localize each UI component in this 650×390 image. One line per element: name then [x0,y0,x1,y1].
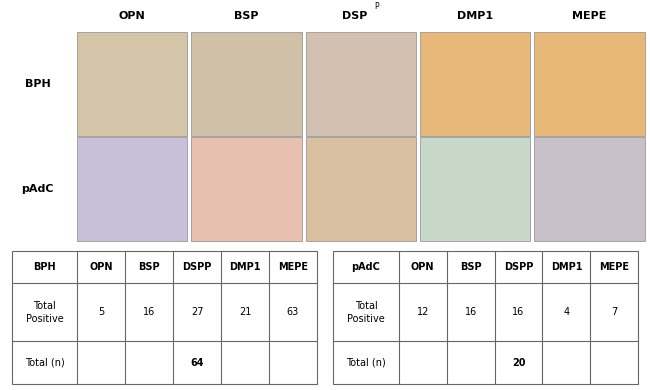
Bar [333,251,638,384]
Text: 16: 16 [512,307,525,317]
Text: DSPP: DSPP [183,262,212,272]
Text: BSP: BSP [460,262,482,272]
Text: BPH: BPH [33,262,56,272]
Bar [420,137,530,241]
Text: pAdC: pAdC [352,262,380,272]
Text: pAdC: pAdC [21,184,53,194]
Text: MEPE: MEPE [278,262,308,272]
Text: Total (n): Total (n) [346,358,386,368]
Text: 7: 7 [611,307,618,317]
Text: OPN: OPN [411,262,434,272]
Text: 20: 20 [512,358,525,368]
Bar [306,32,416,136]
Bar [534,32,645,136]
Text: OPN: OPN [118,11,146,21]
Bar [191,137,302,241]
Text: 64: 64 [190,358,204,368]
Text: 16: 16 [465,307,476,317]
Text: 5: 5 [98,307,105,317]
Text: Total
Positive: Total Positive [347,301,385,324]
Bar [12,251,317,384]
Text: DSP: DSP [341,11,367,21]
Text: DMP1: DMP1 [457,11,493,21]
Text: DSPP: DSPP [504,262,533,272]
Text: DMP1: DMP1 [229,262,261,272]
Text: Total
Positive: Total Positive [25,301,64,324]
Text: OPN: OPN [90,262,113,272]
Text: Total (n): Total (n) [25,358,64,368]
Bar [77,32,187,136]
Text: BSP: BSP [138,262,160,272]
Text: 21: 21 [239,307,251,317]
Text: 27: 27 [191,307,203,317]
Text: 16: 16 [143,307,155,317]
Text: BSP: BSP [234,11,259,21]
Text: MEPE: MEPE [599,262,629,272]
Text: MEPE: MEPE [573,11,606,21]
Text: 12: 12 [417,307,429,317]
Bar [534,137,645,241]
Text: 63: 63 [287,307,299,317]
Bar [77,137,187,241]
Bar [420,32,530,136]
Text: BPH: BPH [25,79,50,89]
Text: 4: 4 [564,307,569,317]
Text: P: P [374,2,380,11]
Bar [306,137,416,241]
Bar [191,32,302,136]
Text: DMP1: DMP1 [551,262,582,272]
